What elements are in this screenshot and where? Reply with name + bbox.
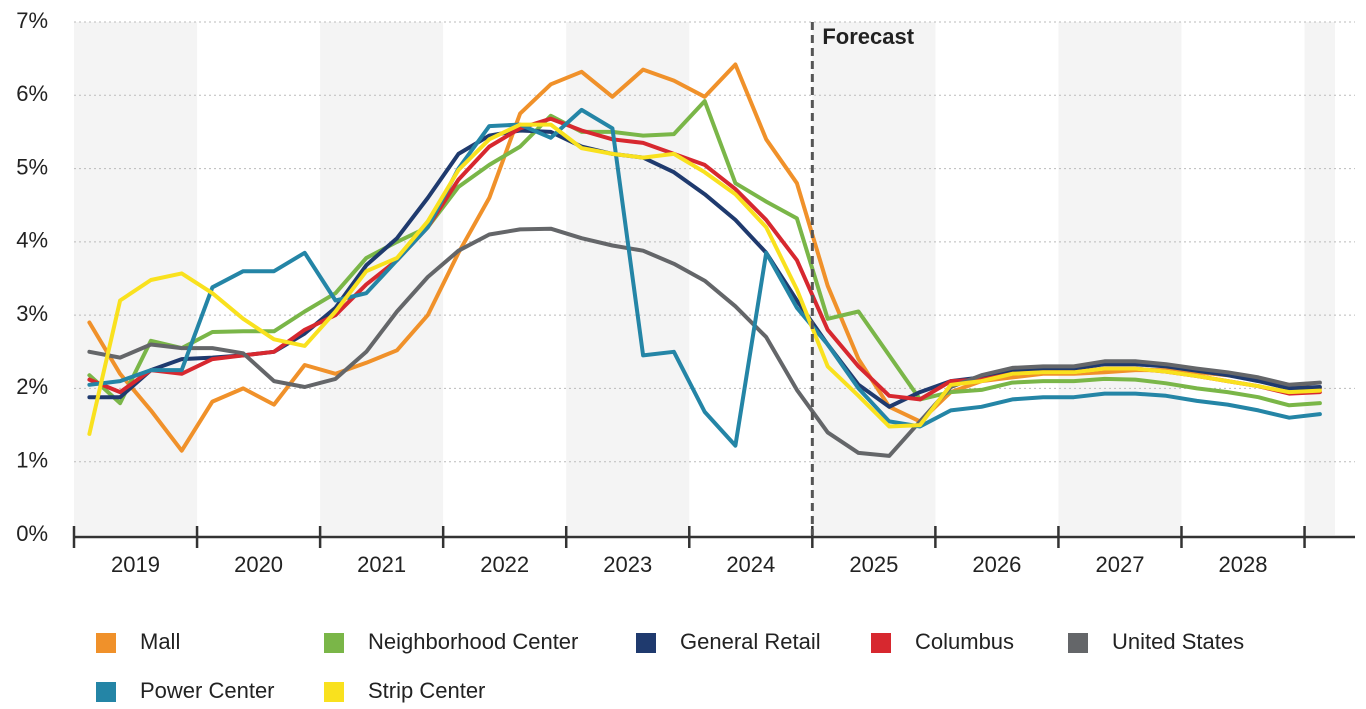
year-band	[1058, 22, 1182, 535]
x-tick-label: 2024	[726, 552, 775, 577]
year-band	[1304, 22, 1335, 535]
legend-label: Neighborhood Center	[368, 629, 578, 654]
y-tick-label: 1%	[16, 448, 48, 473]
series-line	[87, 107, 1322, 448]
year-band	[74, 22, 198, 535]
legend-label: Strip Center	[368, 678, 485, 703]
legend-swatch	[1068, 633, 1088, 653]
x-tick-label: 2022	[480, 552, 529, 577]
y-tick-label: 6%	[16, 81, 48, 106]
x-tick-label: 2028	[1219, 552, 1268, 577]
x-tick-label: 2020	[234, 552, 283, 577]
x-tick-label: 2027	[1095, 552, 1144, 577]
y-tick-label: 5%	[16, 154, 48, 179]
x-tick-label: 2023	[603, 552, 652, 577]
x-tick-label: 2025	[849, 552, 898, 577]
legend-label: United States	[1112, 629, 1244, 654]
series-line	[87, 128, 1322, 409]
legend-swatch	[871, 633, 891, 653]
legend-swatch	[324, 682, 344, 702]
legend-label: General Retail	[680, 629, 821, 654]
year-band	[566, 22, 690, 535]
legend-swatch	[96, 633, 116, 653]
legend-swatch	[636, 633, 656, 653]
legend-label: Columbus	[915, 629, 1014, 654]
series-line	[87, 62, 1322, 453]
y-tick-label: 2%	[16, 374, 48, 399]
series-line	[87, 99, 1322, 408]
year-band	[812, 22, 936, 535]
legend-label: Power Center	[140, 678, 275, 703]
legend-swatch	[324, 633, 344, 653]
x-tick-label: 2021	[357, 552, 406, 577]
y-tick-label: 0%	[16, 521, 48, 546]
x-tick-label: 2026	[972, 552, 1021, 577]
y-tick-label: 4%	[16, 228, 48, 253]
legend-swatch	[96, 682, 116, 702]
series-line	[87, 226, 1322, 458]
y-tick-label: 7%	[16, 8, 48, 33]
legend-label: Mall	[140, 629, 180, 654]
annotation: Forecast	[822, 24, 914, 49]
x-tick-label: 2019	[111, 552, 160, 577]
y-tick-label: 3%	[16, 301, 48, 326]
series-line	[87, 122, 1322, 436]
